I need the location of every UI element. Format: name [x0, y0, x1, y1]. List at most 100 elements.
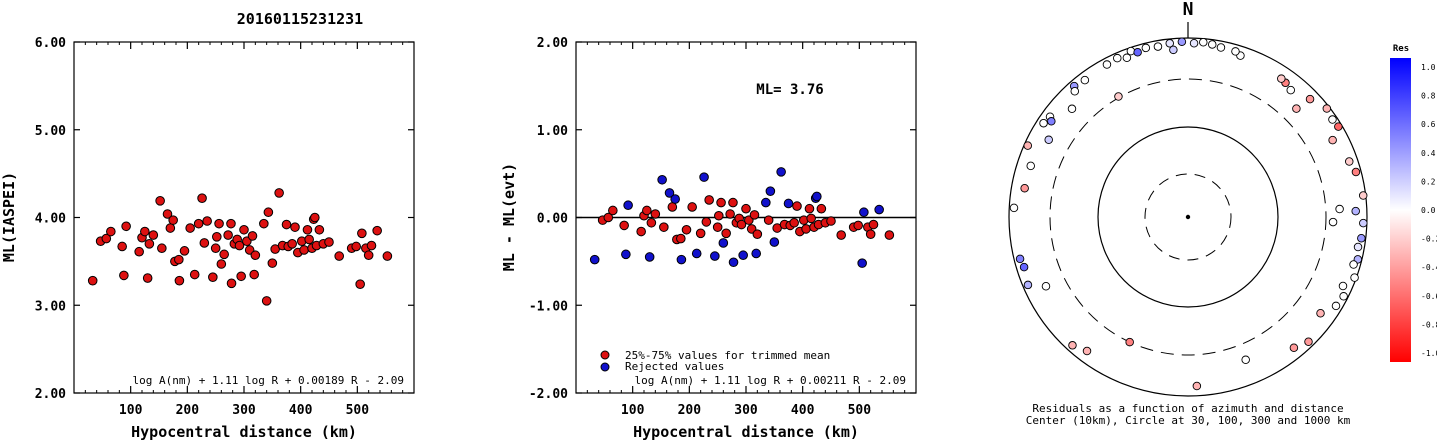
y-tick-label: 2.00 — [35, 387, 66, 402]
data-point — [868, 219, 879, 230]
data-point — [226, 278, 237, 289]
y-axis-label: ML - ML(evt) — [500, 163, 518, 271]
caption-line-2: Center (10km), Circle at 30, 100, 300 an… — [1026, 414, 1351, 427]
station-point — [1113, 53, 1122, 63]
data-points — [87, 188, 393, 306]
station-point — [1067, 104, 1077, 114]
formula-text: log A(nm) + 1.11 log R + 0.00189 R - 2.0… — [132, 374, 404, 387]
data-point — [199, 238, 210, 248]
data-point — [357, 228, 367, 239]
station-point — [1328, 217, 1338, 227]
data-point — [302, 224, 313, 235]
x-tick-label: 400 — [791, 403, 815, 418]
data-point — [157, 243, 167, 254]
station-point — [1334, 122, 1343, 131]
station-point — [1304, 337, 1313, 347]
data-point — [657, 174, 667, 185]
caption-line-1: Residuals as a function of azimuth and d… — [1032, 402, 1343, 415]
data-point — [249, 269, 259, 280]
data-point — [261, 296, 272, 306]
station-point — [1102, 60, 1112, 69]
data-point — [853, 220, 864, 231]
data-point — [736, 219, 747, 230]
data-point — [874, 204, 884, 215]
data-point — [148, 230, 159, 240]
station-point — [1331, 301, 1341, 311]
station-point — [1322, 104, 1332, 113]
station-point — [1339, 292, 1348, 301]
data-point — [646, 217, 657, 228]
data-point — [728, 257, 739, 268]
colorbar-labels: 1.0 0.8 0.6 0.4 0.2 0.0 -0.2 -0.4 -0.6 -0.8 -1.0 — [1421, 63, 1437, 358]
data-point — [804, 203, 815, 214]
station-points — [1009, 37, 1368, 391]
data-point — [608, 205, 618, 216]
data-point — [372, 225, 382, 236]
station-point — [1015, 254, 1025, 264]
data-point — [738, 250, 748, 261]
data-point — [783, 198, 794, 209]
station-point — [1023, 280, 1033, 290]
data-point — [210, 243, 221, 254]
y-tick-label: 5.00 — [35, 124, 66, 139]
colorbar-tick-label: -0.8 — [1421, 320, 1437, 329]
legend: 25%-75% values for trimmed mean Rejected… — [600, 349, 830, 373]
data-point — [769, 237, 780, 247]
data-point — [859, 207, 869, 218]
data-point — [603, 212, 614, 223]
data-point — [761, 197, 771, 208]
data-point — [119, 270, 129, 281]
station-point — [1177, 37, 1187, 46]
station-point — [1019, 262, 1029, 272]
data-point — [193, 218, 204, 229]
station-point — [1169, 45, 1178, 55]
data-point — [144, 239, 155, 249]
station-point — [1328, 115, 1337, 124]
data-point — [226, 218, 236, 229]
data-point — [763, 215, 774, 225]
station-point — [1208, 40, 1217, 49]
x-axis-label: Hypocentral distance (km) — [633, 423, 859, 441]
panel-ml-iaspei: 2.00 3.00 4.00 5.00 6.00 100 200 300 400 500 log… — [0, 36, 415, 441]
data-point — [281, 219, 292, 230]
data-point — [776, 167, 786, 177]
data-point — [806, 213, 816, 224]
station-point — [1020, 183, 1029, 193]
colorbar-tick-label: 0.8 — [1421, 92, 1436, 101]
y-tick-label: 2.00 — [537, 36, 568, 51]
data-point — [324, 237, 334, 247]
data-point — [334, 251, 345, 261]
y-tick-label: 3.00 — [35, 299, 66, 314]
legend-label-rejected: Rejected values — [625, 360, 724, 373]
station-point — [1192, 381, 1202, 391]
data-point — [134, 246, 144, 257]
data-point — [857, 258, 867, 268]
legend-marker-rejected — [600, 362, 610, 372]
data-point — [239, 224, 249, 235]
colorbar-tick-label: -1.0 — [1421, 349, 1437, 358]
data-point — [765, 186, 776, 196]
data-point — [801, 224, 811, 234]
data-point — [223, 230, 233, 240]
station-point — [1070, 87, 1080, 96]
station-point — [1350, 273, 1359, 282]
station-point — [1357, 234, 1366, 243]
station-point — [1153, 42, 1163, 51]
x-tick-label: 400 — [289, 403, 313, 418]
data-point — [263, 207, 274, 218]
data-point — [741, 203, 751, 214]
station-point — [1241, 355, 1250, 365]
data-point — [314, 224, 325, 235]
data-point — [202, 216, 212, 226]
data-point — [185, 223, 195, 233]
station-point — [1068, 341, 1077, 350]
ring-1000km — [1049, 78, 1327, 356]
data-point — [355, 279, 365, 289]
data-point — [716, 197, 726, 208]
station-point — [1351, 206, 1360, 216]
data-point — [667, 202, 678, 212]
x-tick-label: 100 — [621, 403, 645, 418]
data-point — [725, 209, 735, 219]
y-tick-label: 1.00 — [537, 124, 568, 139]
data-point — [670, 194, 680, 204]
